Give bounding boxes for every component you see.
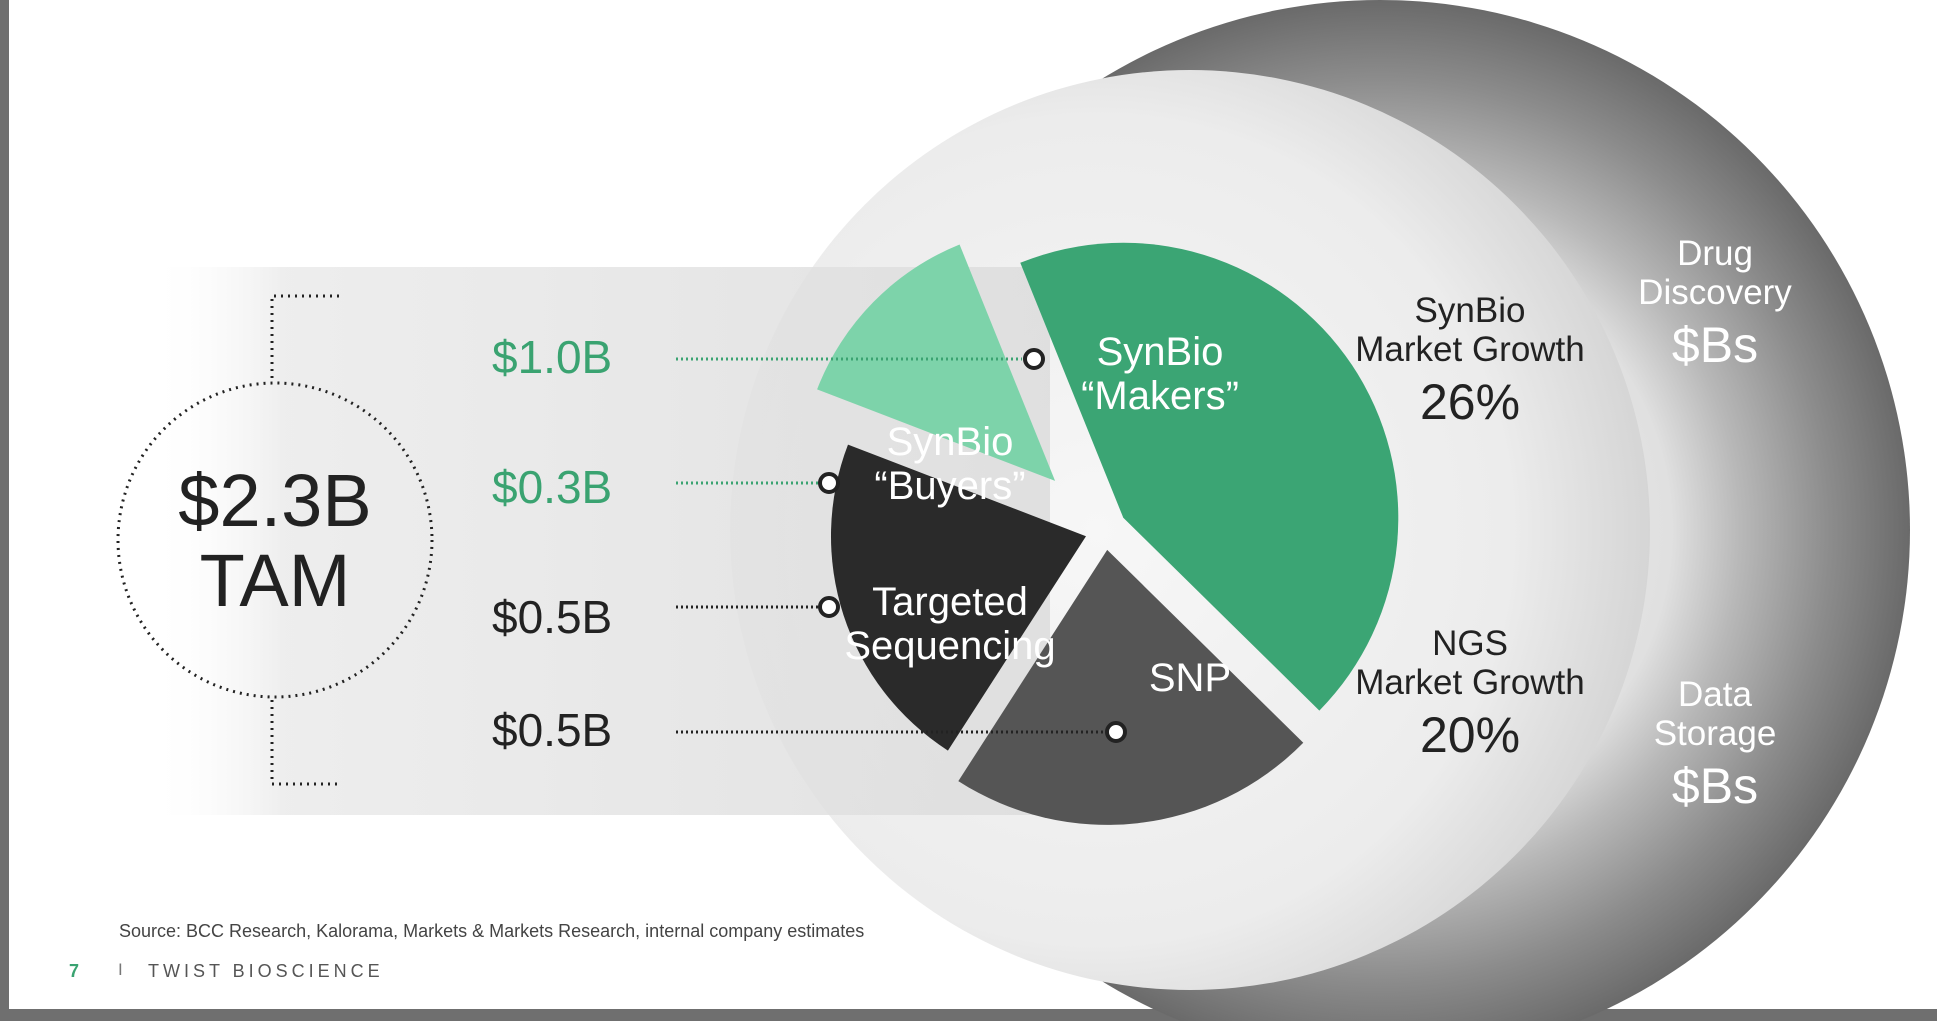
leader-targeted (676, 596, 840, 618)
leader-buyers (676, 472, 840, 494)
label-buyers-line1: SynBio (886, 420, 1014, 464)
value-snp: $0.5B (492, 704, 613, 756)
pie-slice-2 (958, 549, 1304, 825)
label-targeted-line2: Sequencing (844, 624, 1056, 668)
ngs-growth-value: 20% (1419, 707, 1521, 763)
drug-discovery-line1: Drug (1677, 234, 1753, 273)
ngs-growth-line2: Market Growth (1355, 662, 1585, 702)
ngs-growth-label: NGS Market Growth 20% (1330, 624, 1610, 763)
bracket-bottom (270, 700, 340, 786)
label-buyers: SynBio “Buyers” (850, 420, 1050, 508)
synbio-growth-value: 26% (1419, 374, 1521, 430)
label-makers-line1: SynBio (1096, 330, 1224, 374)
synbio-growth-line2: Market Growth (1355, 329, 1585, 369)
value-makers: $1.0B (492, 331, 613, 383)
data-storage-label: Data Storage $Bs (1610, 675, 1820, 814)
tam-label: TAM (199, 539, 351, 622)
synbio-growth-line1: SynBio (1414, 291, 1526, 330)
pie-slice-1 (1020, 242, 1399, 711)
label-targeted-line1: Targeted (872, 580, 1028, 624)
pie-chart (817, 242, 1399, 825)
leader-snp (676, 721, 1127, 743)
drug-discovery-line2: Discovery (1638, 272, 1792, 312)
data-storage-line1: Data (1678, 675, 1752, 714)
label-buyers-line2: “Buyers” (874, 464, 1026, 508)
value-buyers: $0.3B (492, 461, 613, 513)
tam-circle (116, 381, 434, 699)
drug-discovery-value: $Bs (1671, 317, 1759, 373)
label-targeted: Targeted Sequencing (830, 580, 1070, 668)
source-note: Source: BCC Research, Kalorama, Markets … (119, 921, 865, 941)
data-storage-line2: Storage (1653, 713, 1777, 753)
leader-makers (676, 348, 1045, 370)
data-storage-value: $Bs (1671, 758, 1759, 814)
synbio-growth-label: SynBio Market Growth 26% (1330, 291, 1610, 430)
tam-value: $2.3B (178, 459, 372, 542)
label-makers: SynBio “Makers” (1060, 330, 1260, 418)
pie-slice-4 (817, 244, 1056, 481)
label-snp: SNP (1148, 656, 1232, 700)
bracket-top (270, 294, 340, 378)
value-targeted: $0.5B (492, 591, 613, 643)
footer-separator: I (118, 960, 123, 979)
company-name: TWIST BIOSCIENCE (148, 961, 384, 981)
label-makers-line2: “Makers” (1081, 374, 1239, 418)
ngs-growth-line1: NGS (1432, 624, 1508, 663)
drug-discovery-label: Drug Discovery $Bs (1610, 234, 1820, 373)
page-number: 7 (69, 961, 80, 981)
pie-slice-3 (830, 444, 1086, 751)
